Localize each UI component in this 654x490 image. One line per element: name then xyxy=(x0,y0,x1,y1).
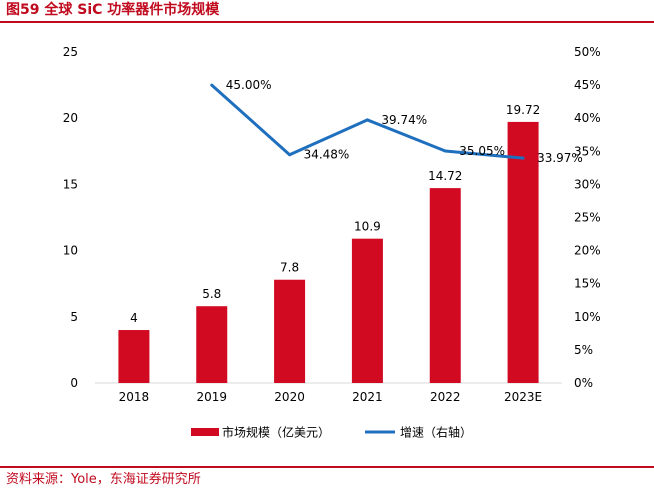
y-right-tick-label: 45% xyxy=(574,78,601,92)
growth-point xyxy=(443,149,447,153)
y-right-tick-label: 15% xyxy=(574,277,601,291)
x-tick-label: 2018 xyxy=(119,390,150,404)
bar xyxy=(274,279,306,383)
y-right-tick-label: 50% xyxy=(574,45,601,59)
figure-title: 图59 全球 SiC 功率器件市场规模 xyxy=(6,2,220,18)
bar-data-label: 14.72 xyxy=(428,169,462,183)
growth-point xyxy=(210,83,214,87)
bar-data-label: 5.8 xyxy=(202,287,221,301)
growth-data-label: 39.74% xyxy=(381,113,427,127)
title-rule xyxy=(0,21,654,23)
bar-data-label: 7.8 xyxy=(280,261,299,275)
bar xyxy=(196,306,228,383)
y-right-tick-label: 25% xyxy=(574,211,601,225)
x-tick-label: 2022 xyxy=(430,390,461,404)
growth-data-label: 45.00% xyxy=(226,78,272,92)
growth-data-label: 34.48% xyxy=(304,148,350,162)
y-right-tick-label: 0% xyxy=(574,376,593,390)
bar xyxy=(118,330,150,383)
legend-swatch-bar xyxy=(191,428,219,436)
bar-data-label: 19.72 xyxy=(506,103,540,117)
bar xyxy=(507,121,539,384)
source-note: 资料来源：Yole，东海证券研究所 xyxy=(6,472,201,487)
x-tick-label: 2020 xyxy=(274,390,305,404)
x-tick-label: 2019 xyxy=(196,390,227,404)
bar-data-label: 4 xyxy=(130,311,138,325)
growth-point xyxy=(365,118,369,122)
y-right-tick-label: 10% xyxy=(574,310,601,324)
growth-point xyxy=(288,153,292,157)
y-left-tick-label: 10 xyxy=(63,244,78,258)
y-left-tick-label: 15 xyxy=(63,177,78,191)
bar xyxy=(429,188,461,383)
source-rule xyxy=(0,466,654,468)
plot-area: 0 5 10 15 20 25 0% 5% 10% 15% 20% 25% 30% 35% 40% 45% 50… xyxy=(63,45,601,404)
y-right-tick-label: 30% xyxy=(574,177,601,191)
legend-label-bar: 市场规模（亿美元） xyxy=(222,425,330,440)
y-right-tick-label: 5% xyxy=(574,343,593,357)
y-left-tick-label: 5 xyxy=(70,310,78,324)
growth-data-label: 33.97% xyxy=(537,151,583,165)
y-right-tick-label: 20% xyxy=(574,244,601,258)
legend: 市场规模（亿美元） 增速（右轴） xyxy=(191,425,472,440)
y-right-tick-label: 35% xyxy=(574,144,601,158)
y-right-tick-label: 40% xyxy=(574,111,601,125)
bar-data-label: 10.9 xyxy=(354,220,381,234)
growth-point xyxy=(521,156,525,160)
x-tick-label: 2023E xyxy=(504,390,542,404)
y-left-tick-label: 0 xyxy=(70,376,78,390)
growth-data-label: 35.05% xyxy=(459,144,505,158)
y-left-tick-label: 25 xyxy=(63,45,78,59)
legend-label-line: 增速（右轴） xyxy=(400,425,472,440)
bar xyxy=(351,238,383,383)
x-tick-label: 2021 xyxy=(352,390,383,404)
y-left-tick-label: 20 xyxy=(63,111,78,125)
